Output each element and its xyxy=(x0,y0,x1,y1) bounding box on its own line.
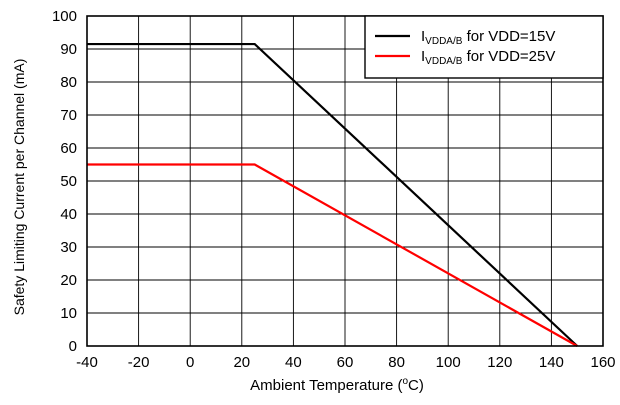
x-tick-label: -40 xyxy=(76,354,98,371)
x-tick-label: 60 xyxy=(337,354,354,371)
legend-label-2: IVDDA/B for VDD=25V xyxy=(421,48,555,67)
x-tick-label: 120 xyxy=(487,354,512,371)
y-axis-label: Safety Limiting Current per Channel (mA) xyxy=(11,59,27,316)
y-tick-label: 20 xyxy=(60,272,77,289)
y-tick-label: 40 xyxy=(60,206,77,223)
y-tick-label: 30 xyxy=(60,239,77,256)
y-tick-label: 70 xyxy=(60,107,77,124)
y-tick-label: 100 xyxy=(52,8,77,25)
x-tick-label: 0 xyxy=(186,354,194,371)
y-tick-label: 10 xyxy=(60,305,77,322)
y-tick-label: 50 xyxy=(60,173,77,190)
y-tick-label: 0 xyxy=(69,338,77,355)
x-axis-label: Ambient Temperature (oC) xyxy=(250,376,424,394)
x-tick-label: 40 xyxy=(285,354,302,371)
x-tick-label: 80 xyxy=(388,354,405,371)
legend-label-1: IVDDA/B for VDD=15V xyxy=(421,28,555,47)
x-tick-label: 160 xyxy=(590,354,615,371)
plot-frame xyxy=(86,15,604,347)
y-tick-label: 60 xyxy=(60,140,77,157)
x-tick-label: 140 xyxy=(539,354,564,371)
series-line-2 xyxy=(87,163,578,347)
series-line-1 xyxy=(87,42,578,347)
legend-box xyxy=(364,15,604,79)
x-tick-label: 20 xyxy=(233,354,250,371)
y-tick-label: 90 xyxy=(60,41,77,58)
x-tick-label: -20 xyxy=(128,354,150,371)
y-tick-label: 80 xyxy=(60,74,77,91)
x-tick-label: 100 xyxy=(436,354,461,371)
